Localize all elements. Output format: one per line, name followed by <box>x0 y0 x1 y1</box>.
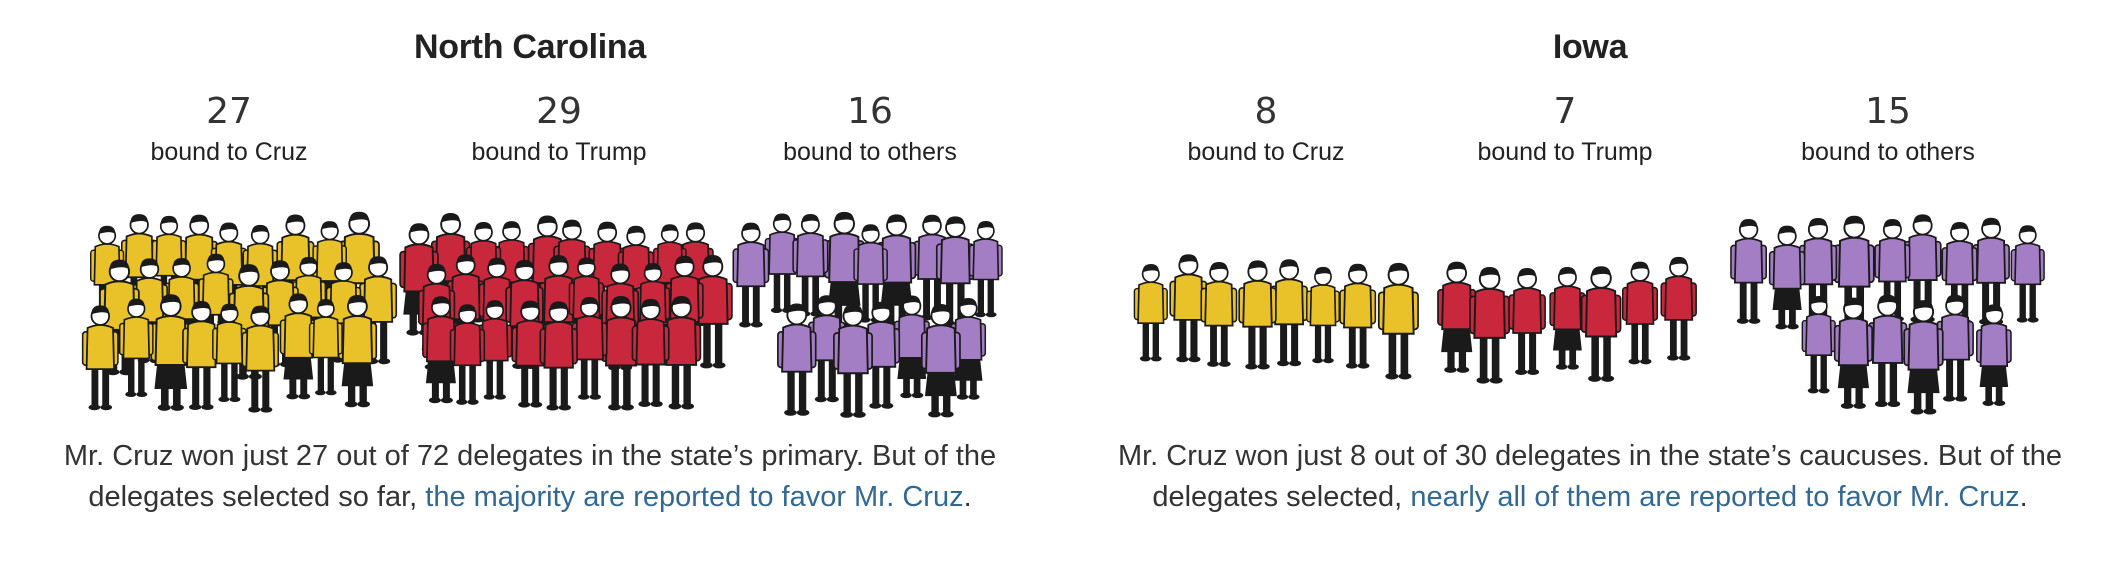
delegate-figure <box>449 304 486 405</box>
state-title: North Carolina <box>414 28 646 66</box>
delegate-figure <box>1377 262 1419 380</box>
caption-link[interactable]: nearly all of them are reported to favor… <box>1410 481 2020 513</box>
delegate-figure <box>1660 256 1697 361</box>
north-carolina-panel: North Carolina 27 bound to Cruz 29 bound… <box>20 28 1040 518</box>
delegate-figure <box>1169 254 1208 363</box>
delegate-figure <box>1200 261 1238 367</box>
stat-label: bound to Cruz <box>1187 138 1345 166</box>
delegate-figure <box>1976 304 2012 406</box>
state-title: Iowa <box>1552 28 1628 66</box>
stat-count: 7 <box>1553 91 1577 132</box>
delegate-figure <box>241 305 280 413</box>
delegate-figure <box>853 224 888 323</box>
delegate-figure <box>308 299 343 396</box>
delegate-figure <box>1621 261 1659 365</box>
caption: Mr. Cruz won just 8 out of 30 delegates … <box>1080 436 2100 518</box>
delegate-figure <box>1936 294 1974 402</box>
stat-others: 15 bound to others <box>1738 92 2038 167</box>
delegate-figure <box>1580 266 1622 382</box>
delegate-figure <box>1867 294 1908 407</box>
stat-label: bound to Trump <box>1477 138 1653 166</box>
stat-label: bound to others <box>783 138 957 166</box>
caption: Mr. Cruz won just 27 out of 72 delegates… <box>20 436 1040 518</box>
stat-label: bound to Trump <box>471 138 647 166</box>
delegate-figure <box>631 298 670 407</box>
stat-count: 27 <box>206 91 252 132</box>
delegate-figure <box>732 222 770 328</box>
iowa-panel: Iowa 8 bound to Cruz 7 bound to Trump 15… <box>1060 0 2120 561</box>
stat-trump: 29 bound to Trump <box>409 92 709 167</box>
caption-text: Mr. Cruz won just 27 out of 72 delegates… <box>63 440 997 513</box>
delegate-figure <box>150 294 192 411</box>
delegate-figure <box>1238 260 1277 370</box>
delegate-figure <box>1833 297 1873 409</box>
caption-end: . <box>963 481 972 513</box>
delegate-crowd-others <box>1730 210 2045 415</box>
stat-count: 8 <box>1254 91 1278 132</box>
stat-count: 29 <box>536 91 582 132</box>
delegate-figure <box>1903 300 1944 415</box>
delegate-figure <box>1306 266 1340 364</box>
delegate-figure <box>661 296 702 410</box>
delegate-crowd-others <box>732 210 1003 418</box>
delegate-figure <box>833 304 873 418</box>
caption-end: . <box>2019 481 2028 513</box>
delegate-crowd-cruz <box>81 210 398 413</box>
delegate-figure <box>950 298 987 400</box>
delegate-figure <box>119 298 154 398</box>
caption-text: Mr. Cruz won just 8 out of 30 delegates … <box>1117 440 2063 513</box>
delegate-figure <box>1874 219 1911 322</box>
delegate-figure <box>792 213 829 317</box>
stat-cruz: 27 bound to Cruz <box>79 92 379 167</box>
delegate-crowd-trump <box>1437 210 1697 410</box>
delegate-crowd-trump <box>399 210 733 411</box>
delegate-figure <box>777 303 817 416</box>
delegate-crowd-cruz <box>1133 210 1419 410</box>
delegate-figure <box>81 305 119 411</box>
delegate-figure <box>1768 225 1806 330</box>
stat-others: 16 bound to others <box>720 92 1020 167</box>
stat-count: 15 <box>1865 91 1911 132</box>
delegate-figure <box>422 296 460 404</box>
delegate-figure <box>1730 218 1768 324</box>
delegate-figure <box>1508 268 1546 375</box>
delegate-figure <box>539 301 578 411</box>
stat-count: 16 <box>847 91 893 132</box>
stat-label: bound to others <box>1801 138 1975 166</box>
delegate-figure <box>968 221 1003 318</box>
stat-trump: 7 bound to Trump <box>1415 92 1715 167</box>
delegate-figure <box>337 294 378 408</box>
delegate-figure <box>1801 296 1836 394</box>
delegate-figure <box>1437 261 1477 373</box>
caption-link[interactable]: the majority are reported to favor Mr. C… <box>425 481 964 513</box>
stat-cruz: 8 bound to Cruz <box>1116 92 1416 167</box>
delegate-figure <box>1339 263 1377 369</box>
delegate-figure <box>1469 266 1511 384</box>
stat-label: bound to Cruz <box>150 138 308 166</box>
delegate-figure <box>920 303 961 418</box>
delegate-figure <box>1549 266 1586 370</box>
delegate-figure <box>1133 264 1168 362</box>
delegate-figure <box>2010 225 2045 323</box>
